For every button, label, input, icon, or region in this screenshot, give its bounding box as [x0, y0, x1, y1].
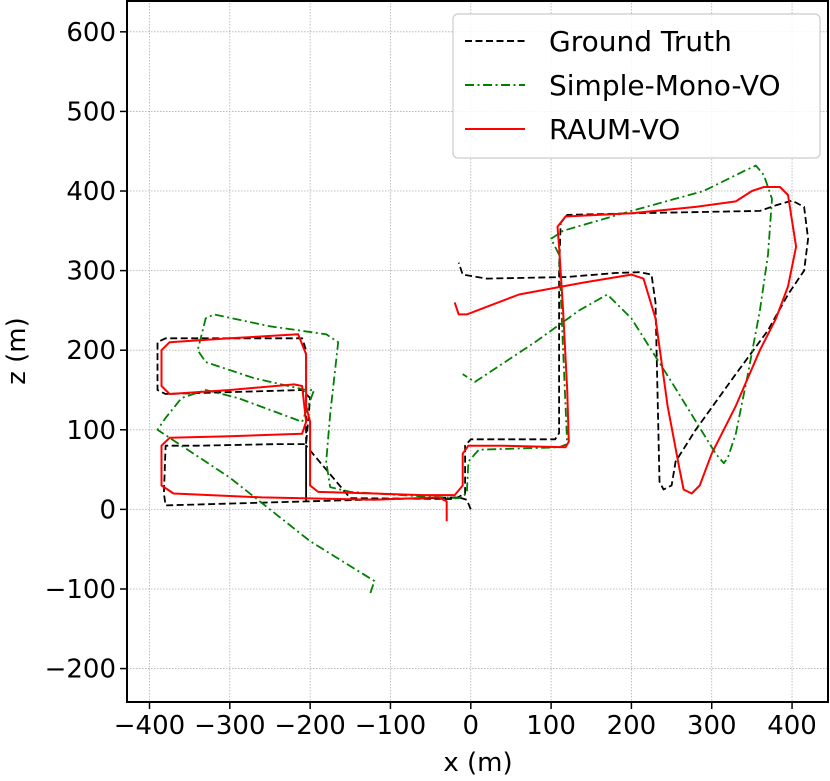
- x-tick-label: −300: [194, 711, 265, 741]
- x-tick-label: 300: [687, 711, 737, 741]
- y-tick-label: 200: [66, 336, 116, 366]
- x-tick-label: 400: [767, 711, 817, 741]
- series-line-2: [156, 164, 773, 594]
- x-tick-label: 200: [607, 711, 657, 741]
- plot-frame: [126, 0, 829, 703]
- y-tick-label: 300: [66, 257, 116, 287]
- ticks: −400 −300 −200 −100 0 100 200 300 400 −200 −100 0 10…: [45, 18, 817, 741]
- y-tick-label: −100: [45, 575, 116, 605]
- series-line-1: [156, 199, 809, 510]
- series-lines: [156, 164, 809, 594]
- y-tick-label: 500: [66, 97, 116, 127]
- legend-label: Ground Truth: [549, 25, 732, 58]
- x-tick-label: 100: [526, 711, 576, 741]
- legend: Ground Truth Simple-Mono-VO RAUM-VO: [452, 13, 821, 159]
- y-tick-label: 100: [66, 416, 116, 446]
- x-tick-label: −100: [355, 711, 426, 741]
- y-tick-label: 600: [66, 18, 116, 48]
- x-tick-label: −200: [274, 711, 345, 741]
- x-axis-label: x (m): [443, 748, 512, 776]
- y-axis-label: z (m): [2, 317, 32, 385]
- x-tick-label: −400: [114, 711, 185, 741]
- legend-label: Simple-Mono-VO: [549, 69, 781, 102]
- y-tick-label: 400: [66, 177, 116, 207]
- legend-box: [452, 13, 821, 159]
- series-line-3: [160, 186, 798, 522]
- x-tick-label: 0: [462, 711, 479, 741]
- legend-label: RAUM-VO: [549, 113, 680, 146]
- y-tick-label: 0: [99, 495, 116, 525]
- y-tick-label: −200: [45, 655, 116, 685]
